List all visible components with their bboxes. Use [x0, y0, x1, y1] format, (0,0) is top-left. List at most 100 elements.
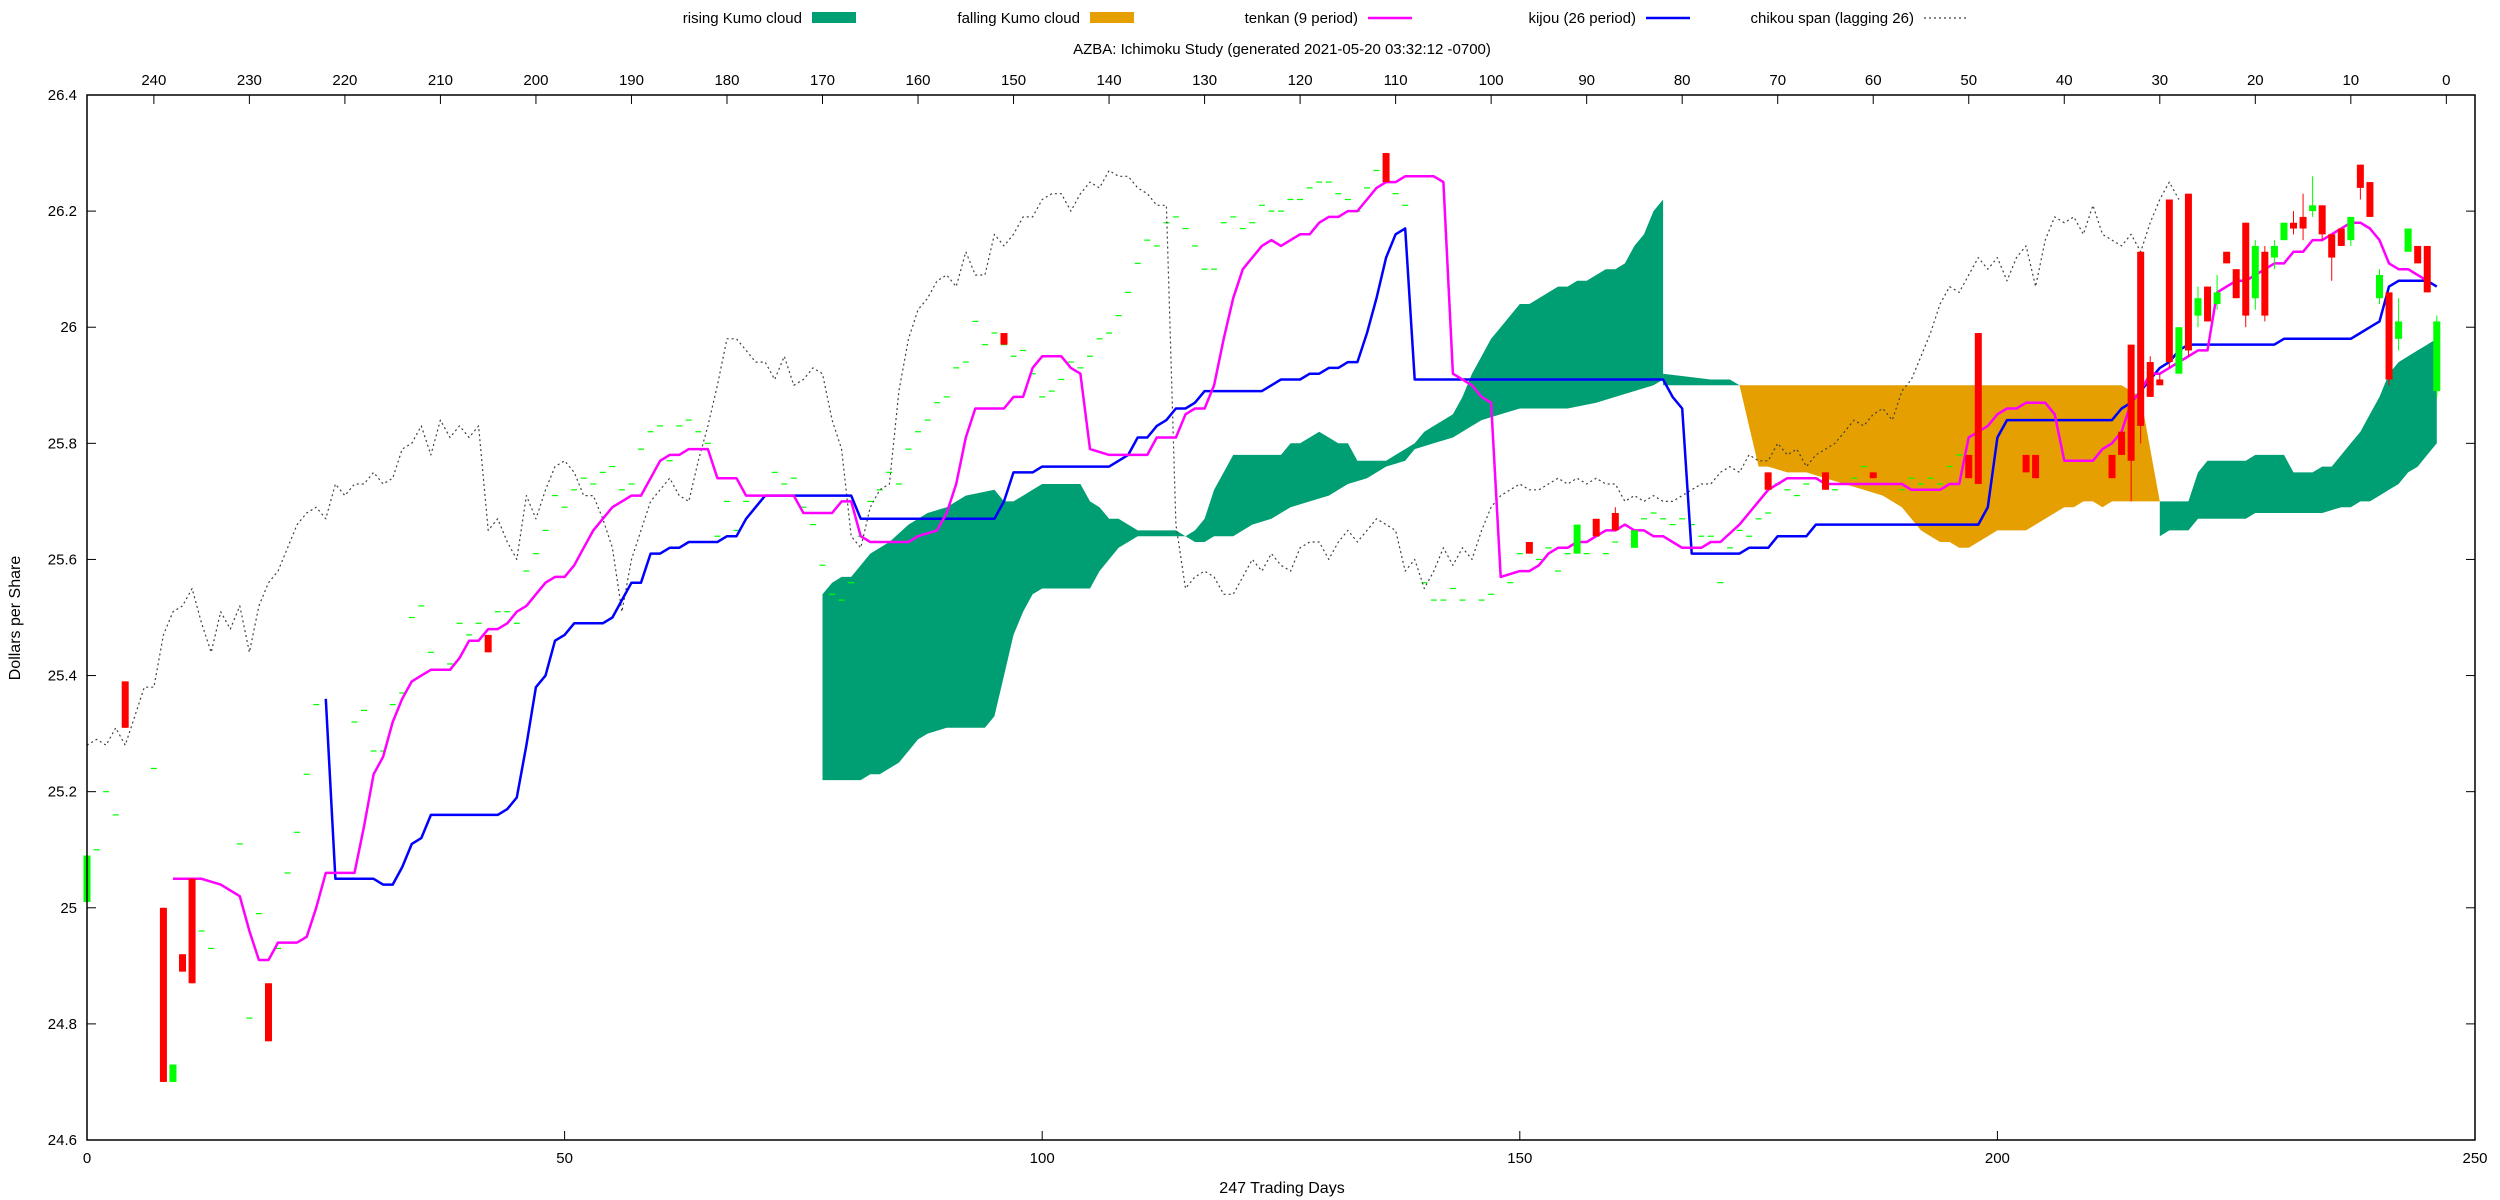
candle-down: [2232, 269, 2240, 299]
candle-down: [2156, 379, 2164, 386]
rising-kumo-cloud-1: [1663, 373, 1740, 386]
chart-legend: rising Kumo cloud falling Kumo cloud tenka…: [683, 10, 1968, 27]
candle-down: [484, 634, 492, 653]
candle-down: [1382, 153, 1390, 183]
candle-up: [2404, 228, 2412, 252]
candle-down: [2118, 431, 2126, 455]
chart-title: AZBA: Ichimoku Study (generated 2021-05-…: [1073, 41, 1491, 58]
plot-frame: [86, 94, 2476, 1141]
x2-tick-label: 120: [1288, 72, 1313, 89]
candle-down: [179, 954, 187, 972]
candle-up: [169, 1064, 177, 1082]
x2-tick-label: 40: [2056, 72, 2073, 89]
candle-down: [2385, 292, 2393, 380]
x2-tick-label: 130: [1192, 72, 1217, 89]
x2-tick-label: 190: [619, 72, 644, 89]
legend-label: tenkan (9 period): [1245, 10, 1358, 27]
candle-up: [2280, 222, 2288, 241]
y-tick-label: 25.2: [48, 784, 77, 801]
candlesticks: [83, 153, 2441, 1082]
candle-down: [2242, 222, 2250, 316]
candle-down: [1611, 513, 1619, 531]
candle-down: [2290, 222, 2298, 229]
legend-label: chikou span (lagging 26): [1751, 10, 1914, 27]
candle-down: [2127, 344, 2135, 461]
candle-up: [2213, 292, 2221, 304]
x2-tick-label: 70: [1769, 72, 1786, 89]
candle-down: [1965, 454, 1973, 479]
candle-down: [2356, 164, 2364, 188]
x2-tick-label: 240: [141, 72, 166, 89]
x2-tick-label: 90: [1578, 72, 1595, 89]
x2-tick-label: 110: [1384, 72, 1408, 89]
y-tick-label: 26.2: [48, 203, 77, 220]
x2-tick-label: 230: [237, 72, 262, 89]
rising-kumo-cloud-0: [822, 199, 1664, 781]
y-tick-label: 26: [60, 319, 77, 336]
candle-down: [2366, 182, 2374, 217]
candle-down: [1000, 333, 1008, 345]
y-tick-label: 26.4: [48, 87, 77, 104]
candle-down: [1764, 472, 1772, 490]
x2-tick-label: 50: [1960, 72, 1977, 89]
candle-down: [188, 878, 196, 984]
candle-down: [2261, 251, 2269, 316]
candle-up: [2309, 205, 2317, 212]
y-tick-label: 24.8: [48, 1016, 77, 1033]
x-tick-label: 250: [2462, 1150, 2487, 1167]
x-axis-title: 247 Trading Days: [1219, 1180, 1344, 1197]
legend-label: falling Kumo cloud: [957, 10, 1080, 27]
candle-down: [2204, 286, 2212, 322]
x2-tick-label: 20: [2247, 72, 2264, 89]
x-tick-label: 50: [556, 1150, 573, 1167]
candle-down: [2337, 228, 2345, 246]
x2-tick-label: 60: [1865, 72, 1882, 89]
legend-label: rising Kumo cloud: [683, 10, 802, 27]
candle-down: [1974, 333, 1982, 484]
candle-up: [2433, 321, 2441, 392]
candle-up: [2270, 245, 2278, 258]
candle-up: [2194, 298, 2202, 316]
y-tick-label: 25.6: [48, 551, 77, 568]
candle-down: [264, 983, 272, 1042]
kumo-cloud-layer: [822, 199, 2437, 781]
candle-down: [2165, 199, 2173, 363]
y-axis-title: Dollars per Share: [7, 556, 24, 681]
tenkan-line: [173, 175, 2428, 962]
candle-down: [2328, 234, 2336, 258]
candle-up: [1630, 530, 1638, 548]
x2-tick-label: 170: [810, 72, 835, 89]
legend-swatch-box: [812, 12, 856, 23]
x2-tick-label: 0: [2442, 72, 2450, 89]
candle-down: [2423, 245, 2431, 293]
chikou-span-line: [86, 169, 2180, 746]
candle-down: [1869, 472, 1877, 479]
kijou-line: [324, 227, 2438, 886]
x2-tick-label: 220: [332, 72, 357, 89]
candle-up: [2175, 327, 2183, 374]
y-tick-label: 24.6: [48, 1132, 77, 1149]
x2-tick-label: 210: [428, 72, 453, 89]
y-tick-label: 25.4: [48, 668, 77, 685]
indicator-lines: [86, 169, 2438, 962]
candle-down: [121, 681, 129, 728]
candle-up: [1573, 524, 1581, 554]
x-tick-label: 0: [83, 1150, 91, 1167]
x-tick-label: 150: [1507, 1150, 1532, 1167]
candle-down: [2137, 251, 2145, 426]
x2-tick-label: 160: [906, 72, 931, 89]
candle-down: [159, 907, 167, 1082]
candle-up: [2251, 245, 2259, 299]
x2-tick-label: 150: [1001, 72, 1026, 89]
x-tick-label: 100: [1030, 1150, 1055, 1167]
rising-kumo-cloud-2: [2159, 338, 2437, 537]
x2-tick-label: 100: [1479, 72, 1504, 89]
candle-down: [2108, 454, 2116, 479]
candle-down: [2146, 362, 2154, 397]
legend-label: kijou (26 period): [1528, 10, 1636, 27]
y-tick-label: 25: [60, 900, 77, 917]
x-tick-label: 200: [1985, 1150, 2010, 1167]
candle-down: [1525, 542, 1533, 554]
